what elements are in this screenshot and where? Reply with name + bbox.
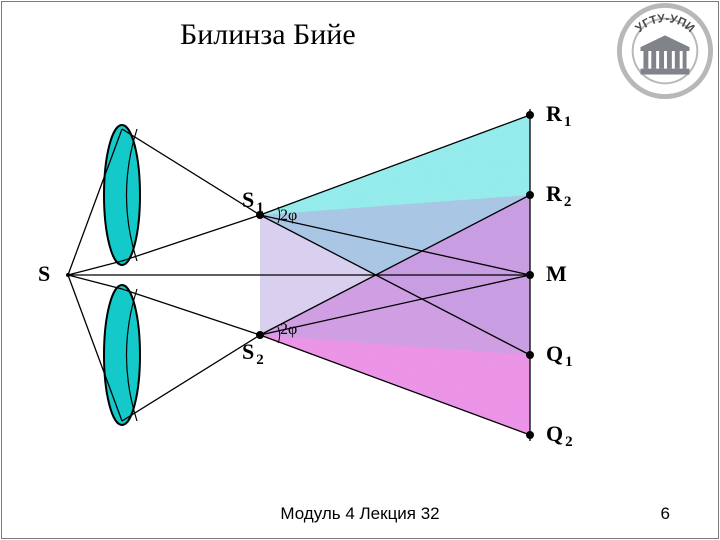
label-R1: R1 — [546, 101, 571, 131]
footer-page-number: 6 — [661, 504, 670, 524]
label-R2: R2 — [546, 181, 571, 211]
label-S1: S1 — [242, 187, 264, 217]
label-S: S — [38, 261, 50, 287]
university-logo: УГТУ-УПИ — [616, 2, 714, 100]
label-S2: S2 — [242, 339, 264, 369]
footer-module: Модуль 4 Лекция 32 — [0, 504, 720, 524]
angle-label-bottom: 2φ — [280, 321, 297, 339]
label-M: M — [546, 261, 567, 287]
label-Q1: Q1 — [546, 341, 573, 371]
angle-label-top: 2φ — [280, 207, 297, 225]
slide-title: Билинза Бийе — [180, 18, 356, 52]
label-Q2: Q2 — [546, 421, 573, 451]
optics-diagram: S S1 S2 R1 R2 M Q1 Q2 2φ 2φ — [60, 95, 590, 455]
